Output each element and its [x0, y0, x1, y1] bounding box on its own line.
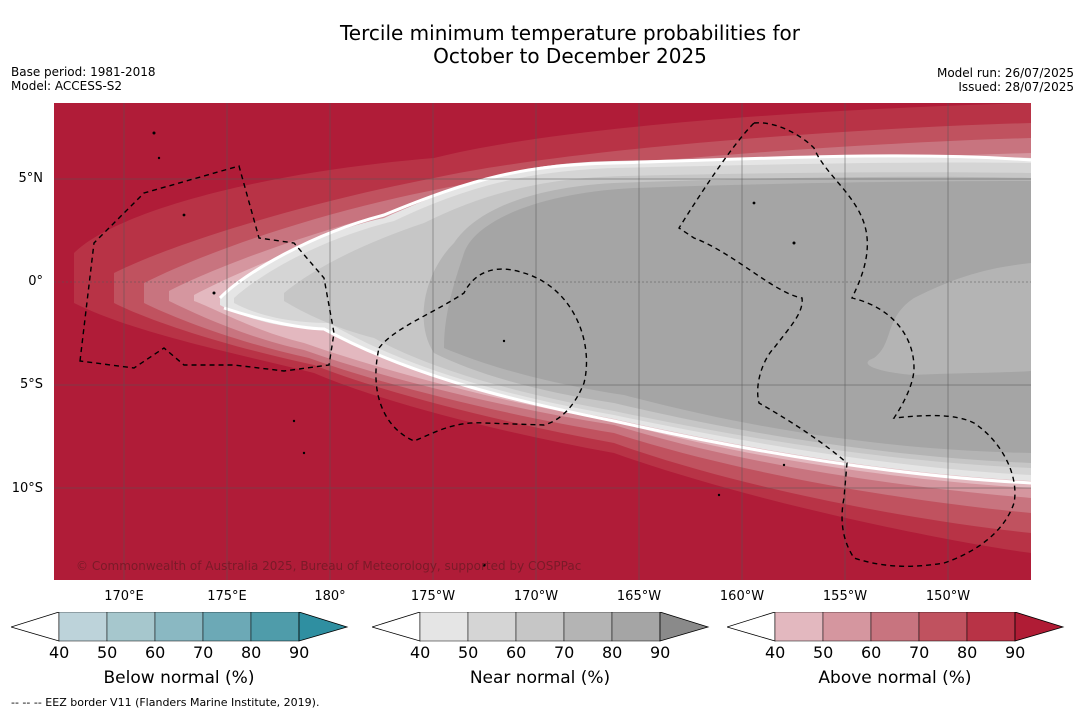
lon-label: 170°E — [104, 589, 144, 604]
issued-date: Issued: 28/07/2025 — [958, 80, 1074, 94]
tick: 70 — [554, 643, 575, 662]
colorbar-near-seg-70 — [563, 611, 613, 642]
colorbar-above-title: Above normal (%) — [818, 668, 972, 688]
colorbar-above-max-arrow — [1014, 611, 1065, 642]
colorbar-above-min-arrow — [725, 611, 776, 642]
colorbar-below-seg-60 — [154, 611, 204, 642]
tick: 60 — [506, 643, 527, 662]
meta-right: Model run: 26/07/2025 Issued: 28/07/2025 — [937, 66, 1074, 94]
lat-label-10s: 10°S — [11, 481, 43, 496]
tick: 60 — [145, 643, 166, 662]
tercile-boundary-line — [218, 154, 1031, 300]
tercile-boundary-line-south — [223, 306, 1031, 485]
colorbar-near-max-arrow — [659, 611, 710, 642]
islands — [152, 131, 796, 567]
tick: 40 — [49, 643, 70, 662]
lon-label: 170°W — [513, 589, 559, 604]
colorbar-below-min-arrow — [9, 611, 60, 642]
lat-label-5n: 5°N — [18, 171, 44, 186]
eez-borders — [79, 122, 1016, 567]
probability-map — [54, 103, 1031, 580]
tick: 60 — [861, 643, 882, 662]
colorbar-above-seg-70 — [918, 611, 968, 642]
title-line-1: Tercile minimum temperature probabilitie… — [339, 21, 801, 45]
lat-label-5s: 5°S — [19, 377, 43, 392]
tick: 70 — [193, 643, 214, 662]
colorbar-near-normal — [370, 611, 710, 646]
lon-label: 165°W — [616, 589, 662, 604]
lat-label-equator: 0° — [28, 274, 43, 289]
tick: 80 — [602, 643, 623, 662]
colorbar-near-title: Near normal (%) — [469, 668, 611, 688]
tick: 50 — [458, 643, 479, 662]
tick: 80 — [241, 643, 262, 662]
model-run: Model run: 26/07/2025 — [936, 66, 1074, 80]
copyright-watermark: © Commonwealth of Australia 2025, Bureau… — [76, 559, 582, 573]
colorbar-above-normal — [725, 611, 1065, 646]
base-period: Base period: 1981-2018 — [11, 65, 156, 79]
lon-label: 175°E — [207, 589, 247, 604]
colorbar-above-seg-60 — [870, 611, 920, 642]
colorbar-below-max-arrow — [298, 611, 349, 642]
colorbar-below-seg-50 — [106, 611, 156, 642]
tick: 90 — [1005, 643, 1026, 662]
lon-label: 160°W — [719, 589, 765, 604]
tick: 80 — [957, 643, 978, 662]
tick: 40 — [765, 643, 786, 662]
title-line-2: October to December 2025 — [433, 44, 707, 68]
colorbar-near-seg-40 — [419, 611, 469, 642]
colorbar-below-normal — [9, 611, 349, 646]
colorbar-below-title: Below normal (%) — [103, 668, 255, 688]
tick: 50 — [813, 643, 834, 662]
lon-label: 175°W — [410, 589, 456, 604]
colorbar-near-min-arrow — [370, 611, 421, 642]
colorbar-below-seg-70 — [202, 611, 252, 642]
tick: 90 — [289, 643, 310, 662]
lon-gridlines — [123, 103, 949, 580]
model-name: Model: ACCESS-S2 — [11, 79, 123, 93]
colorbar-below-svg — [9, 611, 349, 642]
colorbar-near-seg-60 — [515, 611, 565, 642]
tick: 90 — [650, 643, 671, 662]
lon-label: 155°W — [822, 589, 868, 604]
tick: 50 — [97, 643, 118, 662]
colorbar-above-seg-80 — [966, 611, 1016, 642]
lon-label: 180° — [314, 589, 346, 604]
tick: 40 — [410, 643, 431, 662]
colorbar-near-seg-50 — [467, 611, 517, 642]
colorbar-near-svg — [370, 611, 710, 642]
colorbar-above-seg-50 — [822, 611, 872, 642]
colorbar-above-svg — [725, 611, 1065, 642]
lat-gridlines — [54, 178, 1031, 489]
lon-label: 150°W — [925, 589, 971, 604]
map-title: Tercile minimum temperature probabilitie… — [0, 22, 1085, 68]
colorbar-near-seg-80 — [611, 611, 661, 642]
colorbar-below-seg-80 — [250, 611, 300, 642]
colorbar-below-seg-40 — [58, 611, 108, 642]
colorbar-above-seg-40 — [774, 611, 824, 642]
meta-left: Base period: 1981-2018 Model: ACCESS-S2 — [11, 65, 156, 93]
tick: 70 — [909, 643, 930, 662]
eez-footnote: -- -- -- EEZ border V11 (Flanders Marine… — [11, 696, 320, 709]
